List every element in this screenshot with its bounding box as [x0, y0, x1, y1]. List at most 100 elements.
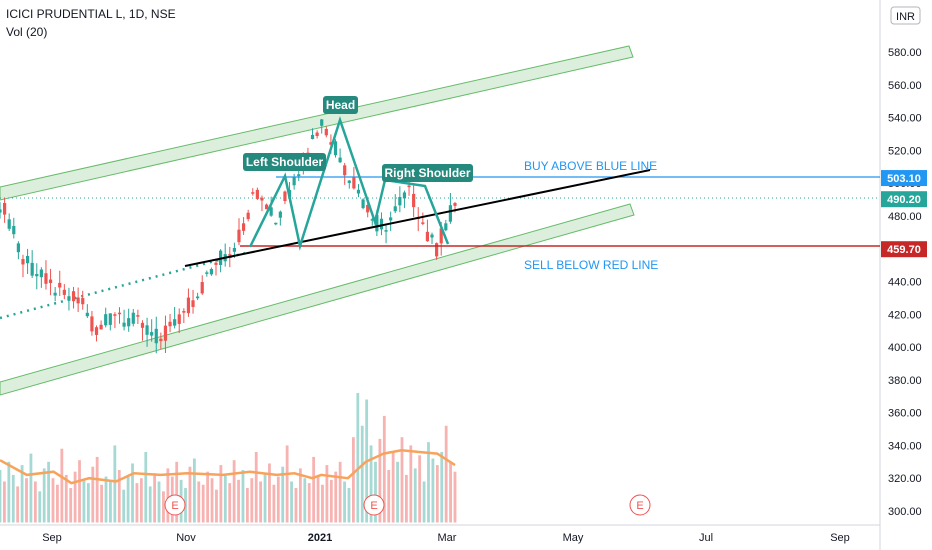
volume-bar — [360, 425, 364, 523]
price-tick-label: 400.00 — [888, 342, 922, 354]
time-tick-label: Jul — [699, 532, 713, 544]
volume-bar — [382, 415, 386, 523]
volume-bar — [82, 479, 86, 523]
volume-bar — [329, 479, 333, 523]
candle-body — [214, 262, 218, 265]
candle-body — [136, 315, 140, 317]
price-tick-label: 520.00 — [888, 145, 922, 157]
volume-bar — [95, 456, 99, 523]
candle-body — [122, 322, 126, 327]
volume-bar — [444, 425, 448, 523]
lower-channel-band — [0, 203, 635, 396]
candle-body — [7, 219, 11, 229]
volume-bar — [272, 484, 276, 523]
candle-body — [140, 322, 145, 328]
volume-bar — [223, 474, 227, 523]
right-shoulder-label-box — [382, 164, 473, 182]
volume-bar — [343, 481, 346, 523]
candle-body — [81, 298, 85, 305]
candle-body — [356, 189, 361, 194]
earnings-marker-label: E — [370, 500, 377, 512]
volume-bar — [285, 445, 289, 523]
earnings-marker-1[interactable]: E — [164, 494, 186, 516]
volume-bar — [431, 458, 435, 523]
candle-body — [352, 176, 356, 189]
candle-body — [375, 214, 379, 232]
volume-bar — [47, 461, 50, 523]
volume-bar — [405, 474, 408, 523]
volume-bar — [391, 451, 395, 523]
volume-bar — [449, 461, 452, 523]
candle-body — [12, 226, 16, 235]
candle-body — [370, 219, 374, 221]
candle-body — [191, 300, 195, 307]
volume-bar — [268, 463, 271, 523]
volume-bar — [3, 481, 6, 523]
candle-body — [232, 247, 236, 252]
candle-body — [366, 204, 370, 213]
volume-bar — [237, 479, 240, 523]
volume-bar — [201, 484, 205, 523]
candle-body — [228, 254, 232, 256]
earnings-marker-2[interactable]: E — [363, 494, 385, 516]
volume-bar — [11, 474, 15, 523]
time-tick-label: 2021 — [308, 532, 332, 544]
candle-body — [16, 243, 20, 253]
candle-body — [389, 217, 393, 221]
candle-body — [412, 193, 416, 208]
volume-bar — [263, 473, 267, 523]
volume-bar — [276, 476, 280, 523]
candle-body — [347, 180, 351, 183]
head-and-shoulders-pattern — [248, 116, 450, 251]
volume-moving-average-line — [0, 449, 456, 485]
time-axis[interactable]: Sep Nov 2021 Mar May Jul Sep — [42, 532, 850, 544]
volume-bar — [303, 478, 307, 523]
candle-body — [186, 297, 191, 314]
volume-bar — [290, 481, 293, 523]
candle-body — [251, 192, 255, 194]
volume-bar — [400, 437, 404, 523]
candle-body — [439, 228, 443, 244]
head-label: Head — [326, 98, 355, 112]
volume-bar — [139, 478, 143, 523]
volume-bar — [351, 437, 355, 523]
earnings-marker-3[interactable]: E — [629, 494, 651, 516]
candle-body — [435, 243, 439, 257]
volume-bar — [157, 481, 161, 523]
volume-bar — [422, 481, 426, 523]
volume-bar — [298, 468, 302, 523]
head-label-box — [323, 96, 358, 114]
candle-body — [329, 142, 333, 145]
volume-bar — [219, 465, 223, 523]
volume-bar — [188, 466, 192, 523]
candle-body — [209, 269, 214, 275]
volume-bar — [135, 483, 139, 523]
volume-bar — [25, 478, 28, 523]
volume-bar — [250, 478, 254, 523]
price-tick-label: 580.00 — [888, 47, 922, 59]
candle-body — [264, 204, 269, 210]
candle-body — [177, 314, 181, 324]
volume-bar — [435, 465, 439, 523]
price-tick-label: 300.00 — [888, 506, 922, 518]
volume-bar — [356, 392, 360, 523]
volume-bar — [228, 483, 232, 523]
price-label-box — [881, 241, 927, 258]
volume-bar — [60, 448, 64, 523]
candle-body — [30, 262, 34, 276]
candle-body — [108, 313, 112, 325]
currency-badge[interactable] — [890, 6, 921, 25]
time-tick-label: Sep — [42, 532, 62, 544]
candle-body — [117, 312, 122, 315]
volume-bar — [144, 451, 148, 523]
candle-body — [453, 203, 457, 206]
volume-indicator-label: Vol (20) — [6, 25, 48, 39]
volume-bar — [175, 461, 179, 523]
price-axis[interactable]: 580.00560.00540.00520.00500.00480.00440.… — [888, 47, 922, 518]
volume-bar — [109, 481, 112, 523]
left-shoulder-label: Left Shoulder — [246, 155, 324, 169]
candle-body — [338, 157, 342, 163]
candle-body — [320, 119, 324, 126]
volume-bar — [245, 488, 249, 523]
